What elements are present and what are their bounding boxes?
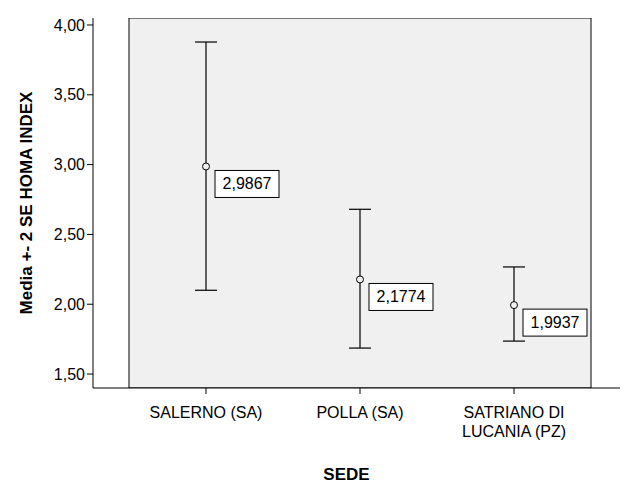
svg-text:POLLA (SA): POLLA (SA) (316, 404, 403, 421)
svg-text:SATRIANO DI: SATRIANO DI (463, 404, 564, 421)
svg-text:2,00: 2,00 (54, 296, 85, 313)
svg-text:SALERNO (SA): SALERNO (SA) (150, 404, 263, 421)
svg-text:4,00: 4,00 (54, 17, 85, 34)
svg-text:2,1774: 2,1774 (377, 288, 426, 305)
svg-text:1,9937: 1,9937 (531, 314, 580, 331)
svg-text:2,50: 2,50 (54, 226, 85, 243)
svg-text:3,50: 3,50 (54, 86, 85, 103)
svg-text:3,00: 3,00 (54, 156, 85, 173)
svg-text:2,9867: 2,9867 (223, 175, 272, 192)
svg-text:Media +- 2 SE HOMA INDEX: Media +- 2 SE HOMA INDEX (17, 91, 36, 314)
svg-text:SEDE: SEDE (323, 465, 369, 484)
svg-text:1,50: 1,50 (54, 366, 85, 383)
svg-text:LUCANIA (PZ): LUCANIA (PZ) (462, 423, 566, 440)
